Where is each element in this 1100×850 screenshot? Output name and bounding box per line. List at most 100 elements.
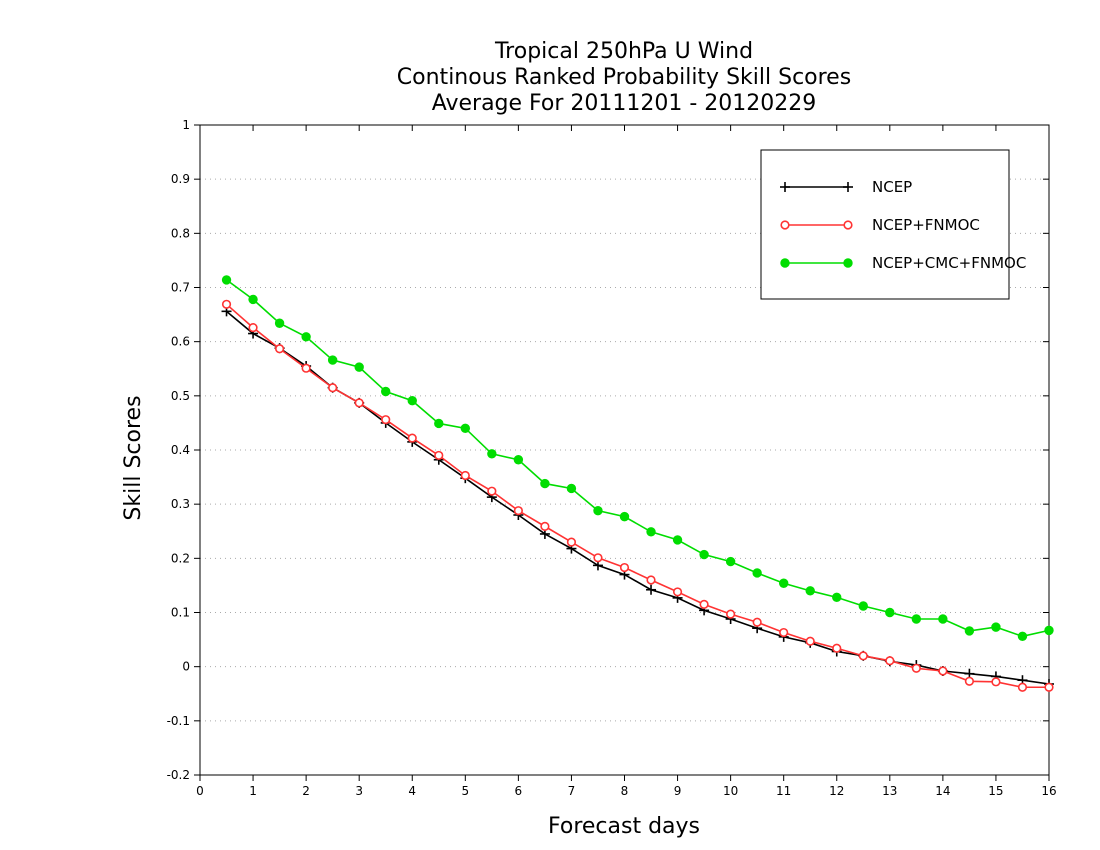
x-axis: 0 1 2 3 4 5 6 7 8 9 10 11 12 13 14 15 16 bbox=[196, 125, 1057, 798]
legend-marker bbox=[780, 182, 790, 192]
data-point bbox=[434, 450, 444, 461]
x-tick-label: 1 bbox=[249, 784, 257, 798]
data-point bbox=[991, 622, 1001, 632]
data-point bbox=[858, 601, 868, 611]
data-point bbox=[672, 587, 683, 597]
data-point bbox=[248, 322, 258, 333]
x-tick-label: 7 bbox=[568, 784, 576, 798]
data-point bbox=[964, 676, 975, 686]
data-point bbox=[1017, 682, 1028, 692]
data-point bbox=[619, 511, 630, 522]
x-tick-label: 12 bbox=[829, 784, 844, 798]
data-point bbox=[566, 537, 577, 547]
legend-label: NCEP bbox=[872, 178, 912, 196]
y-tick-label: 0.8 bbox=[171, 226, 190, 240]
data-point bbox=[381, 415, 391, 425]
data-point bbox=[434, 418, 444, 429]
y-tick-label: -0.2 bbox=[167, 768, 190, 782]
legend-marker bbox=[780, 258, 790, 268]
y-tick-label: 0.6 bbox=[171, 335, 190, 349]
data-point bbox=[672, 535, 683, 545]
data-point bbox=[248, 294, 258, 305]
data-point bbox=[885, 656, 895, 666]
data-point bbox=[964, 626, 975, 636]
data-point bbox=[699, 549, 709, 560]
data-point bbox=[460, 423, 471, 434]
data-point bbox=[911, 614, 922, 624]
x-tick-label: 15 bbox=[988, 784, 1003, 798]
data-point bbox=[911, 663, 921, 673]
data-point bbox=[646, 575, 656, 585]
data-point bbox=[407, 396, 417, 406]
series-line bbox=[226, 310, 1050, 685]
data-point bbox=[725, 556, 736, 567]
series-ncep-cmc-fnmoc bbox=[221, 275, 1054, 642]
data-point bbox=[221, 299, 232, 309]
y-tick-label: 0.3 bbox=[171, 497, 190, 511]
x-tick-label: 0 bbox=[196, 784, 204, 798]
data-point bbox=[779, 627, 789, 638]
y-axis-label: Skill Scores bbox=[121, 395, 146, 520]
data-point bbox=[540, 521, 550, 531]
data-point bbox=[513, 455, 524, 465]
data-point bbox=[832, 643, 842, 653]
legend-label: NCEP+CMC+FNMOC bbox=[872, 254, 1026, 272]
legend-entry: NCEP+FNMOC bbox=[780, 216, 980, 234]
data-point bbox=[327, 355, 338, 365]
x-tick-label: 4 bbox=[408, 784, 416, 798]
data-point bbox=[752, 617, 762, 627]
legend-marker bbox=[843, 258, 853, 268]
chart-title-line-3: Average For 20111201 - 20120229 bbox=[432, 91, 817, 116]
data-point bbox=[460, 470, 470, 481]
x-tick-label: 9 bbox=[674, 784, 682, 798]
data-point bbox=[619, 562, 630, 573]
x-tick-label: 16 bbox=[1041, 784, 1056, 798]
legend-marker bbox=[843, 220, 853, 230]
data-point bbox=[274, 318, 285, 328]
data-point bbox=[566, 483, 577, 494]
data-point bbox=[593, 505, 603, 516]
data-point bbox=[938, 666, 948, 676]
data-point bbox=[646, 584, 657, 595]
x-tick-label: 3 bbox=[355, 784, 363, 798]
y-tick-label: 0 bbox=[182, 660, 190, 674]
data-point bbox=[752, 568, 762, 578]
x-tick-label: 14 bbox=[935, 784, 950, 798]
x-axis-label: Forecast days bbox=[548, 814, 700, 839]
data-point bbox=[274, 344, 285, 354]
legend-marker bbox=[780, 220, 790, 230]
data-point bbox=[699, 599, 709, 609]
y-tick-label: 0.4 bbox=[171, 443, 190, 457]
chart-title-line-2: Continous Ranked Probability Skill Score… bbox=[397, 65, 851, 90]
chart-title-line-1: Tropical 250hPa U Wind bbox=[494, 39, 753, 64]
y-tick-label: 0.1 bbox=[171, 606, 190, 620]
legend-entry: NCEP bbox=[780, 178, 912, 196]
legend-label: NCEP+FNMOC bbox=[872, 216, 980, 234]
data-point bbox=[646, 527, 656, 537]
series-lines bbox=[221, 275, 1054, 692]
data-point bbox=[407, 433, 417, 443]
y-tick-label: 0.7 bbox=[171, 281, 190, 295]
data-point bbox=[221, 275, 232, 285]
x-tick-label: 13 bbox=[882, 784, 897, 798]
data-point bbox=[938, 614, 948, 624]
data-point bbox=[832, 592, 842, 603]
x-tick-label: 6 bbox=[515, 784, 523, 798]
data-point bbox=[301, 363, 311, 373]
y-tick-label: -0.1 bbox=[167, 714, 190, 728]
x-tick-label: 5 bbox=[461, 784, 469, 798]
y-tick-label: 0.5 bbox=[171, 389, 190, 403]
data-point bbox=[301, 332, 311, 342]
data-point bbox=[805, 586, 815, 596]
data-point bbox=[593, 553, 603, 563]
data-point bbox=[858, 651, 868, 661]
data-point bbox=[487, 449, 497, 459]
data-point bbox=[487, 486, 497, 496]
data-point bbox=[805, 636, 815, 646]
data-point bbox=[1044, 625, 1054, 636]
legend-entry: NCEP+CMC+FNMOC bbox=[780, 254, 1026, 272]
series-line bbox=[226, 303, 1049, 689]
data-point bbox=[381, 386, 391, 397]
